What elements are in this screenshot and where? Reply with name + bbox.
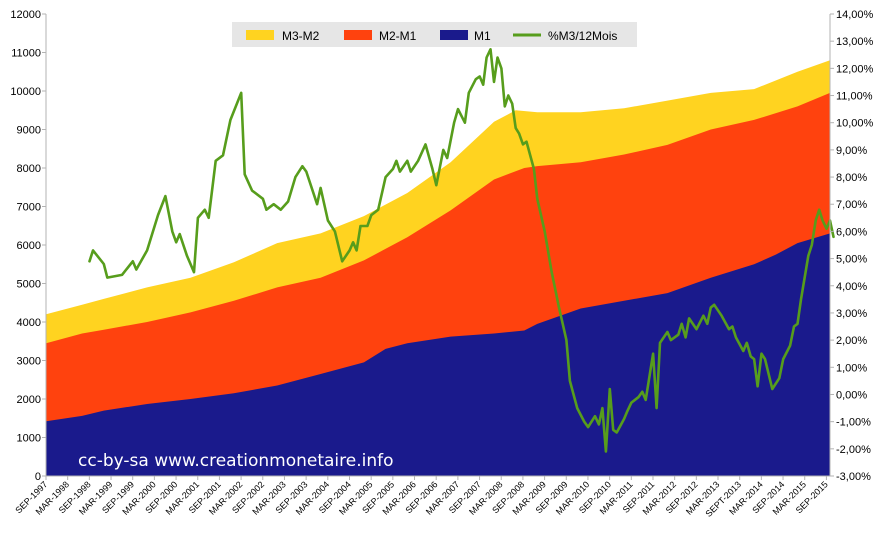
right-tick-label: 7,00% [836,199,867,211]
area-m1 [46,233,831,476]
legend-label-m1: M1 [474,29,491,43]
right-tick-label: 8,00% [836,172,867,184]
legend-label-m2-m1: M2-M1 [379,29,417,43]
right-tick-label: -1,00% [836,417,871,429]
legend-background [232,22,637,47]
right-tick-label: 9,00% [836,145,867,157]
right-tick-label: 13,00% [836,36,874,48]
left-tick-label: 2000 [17,394,41,406]
left-tick-label: 8000 [17,163,41,175]
left-tick-label: 7000 [17,202,41,214]
legend-swatch-m1 [440,30,468,40]
right-tick-label: 1,00% [836,362,867,374]
right-tick-label: 0,00% [836,389,867,401]
legend-swatch-m3-m2 [246,30,274,40]
left-tick-label: 10000 [10,86,41,98]
plot-areas [46,60,831,477]
left-tick-label: 9000 [17,125,41,137]
left-tick-label: 1000 [17,433,41,445]
legend-swatch-m2-m1 [344,30,372,40]
series-line-m3-growth [88,47,835,453]
right-tick-label: 4,00% [836,281,867,293]
right-tick-label: 12,00% [836,63,874,75]
legend-label-growth: %M3/12Mois [548,29,617,43]
right-tick-label: 10,00% [836,118,874,130]
left-tick-label: 6000 [17,240,41,252]
left-tick-label: 12000 [10,9,41,21]
right-tick-label: 3,00% [836,308,867,320]
left-tick-label: 11000 [11,48,41,60]
legend: M3-M2 M2-M1 M1 %M3/12Mois [232,22,637,47]
right-tick-label: 14,00% [836,9,874,21]
right-tick-label: -2,00% [836,444,871,456]
left-tick-label: 4000 [17,317,41,329]
left-tick-label: 0 [35,471,41,483]
watermark-text: cc-by-sa www.creationmonetaire.info [78,451,394,471]
right-tick-label: 6,00% [836,226,867,238]
right-tick-label: 11,00% [836,91,873,103]
left-tick-label: 3000 [17,356,41,368]
right-tick-label: 2,00% [836,335,867,347]
right-tick-label: 5,00% [836,254,867,266]
legend-label-m3-m2: M3-M2 [282,29,320,43]
left-tick-label: 5000 [17,279,41,291]
left-axis: 0 1000 2000 3000 4000 5000 6000 7000 8000 9000 100… [10,9,47,483]
right-axis: -3,00% -2,00% -1,00% 0,00% 1,00% 2,00% 3,00% 4,… [829,9,874,483]
right-tick-label: -3,00% [836,471,871,483]
growth-line-layer [88,47,835,453]
